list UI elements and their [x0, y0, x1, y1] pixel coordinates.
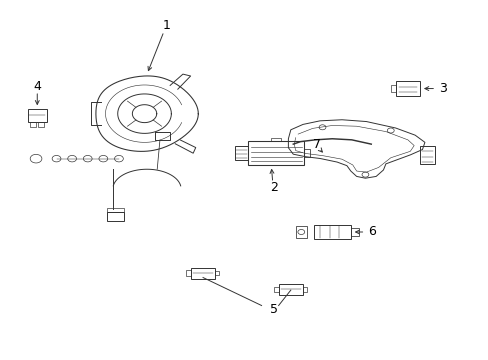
Text: 6: 6 [367, 225, 375, 238]
Bar [30, 122, 36, 127]
Bar [278, 284, 303, 295]
Text: 4: 4 [33, 80, 41, 93]
Bar [419, 146, 434, 164]
Text: 7: 7 [312, 138, 320, 151]
Bar [247, 141, 304, 165]
Bar [106, 212, 124, 221]
Bar [313, 225, 350, 239]
Text: 5: 5 [269, 303, 277, 316]
Bar [27, 109, 47, 122]
Bar [395, 81, 419, 96]
Bar [38, 122, 44, 127]
Bar [234, 146, 247, 160]
Text: 2: 2 [269, 181, 277, 194]
Bar [190, 268, 215, 279]
Bar [106, 208, 124, 212]
Bar [303, 287, 306, 292]
Bar [295, 226, 306, 238]
Bar [271, 138, 281, 141]
Text: 3: 3 [439, 82, 447, 95]
Text: 1: 1 [162, 19, 170, 32]
Bar [185, 270, 190, 276]
Bar [350, 228, 359, 236]
Bar [273, 287, 278, 292]
Bar [215, 271, 219, 275]
Bar [390, 85, 395, 92]
Bar [304, 149, 309, 157]
